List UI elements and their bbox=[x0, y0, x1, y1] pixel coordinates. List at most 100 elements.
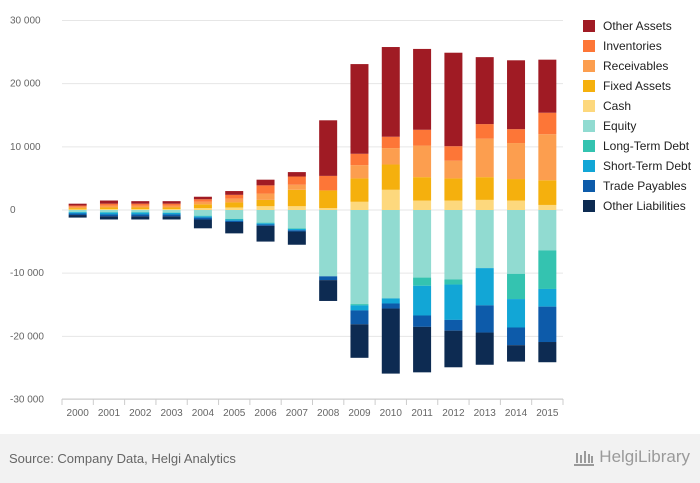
bar-segment bbox=[538, 210, 557, 251]
bar-segment bbox=[475, 57, 494, 125]
bar-segment bbox=[538, 204, 557, 210]
bar-segment bbox=[287, 184, 306, 190]
bar-segment bbox=[256, 222, 275, 224]
bar-segment bbox=[319, 175, 338, 191]
bar-segment bbox=[131, 207, 150, 210]
bar-segment bbox=[193, 219, 212, 229]
bar-segment bbox=[193, 204, 212, 209]
y-tick-label: -10 000 bbox=[10, 268, 44, 279]
y-tick-label: 10 000 bbox=[10, 142, 41, 153]
bar-segment bbox=[538, 59, 557, 113]
x-tick-label: 2013 bbox=[474, 408, 497, 419]
bar-segment bbox=[131, 214, 150, 217]
x-tick-label: 2002 bbox=[129, 408, 152, 419]
legend-swatch bbox=[583, 200, 595, 212]
bar-segment bbox=[507, 273, 526, 300]
bar-segment bbox=[256, 199, 275, 207]
legend-label: Long-Term Debt bbox=[603, 139, 690, 153]
bar-segment bbox=[225, 198, 244, 203]
bar-segment bbox=[131, 201, 150, 204]
bar-segment bbox=[350, 165, 369, 179]
bar-segment bbox=[413, 315, 432, 327]
legend-item[interactable]: Trade Payables bbox=[583, 176, 697, 196]
bar-segment bbox=[99, 210, 118, 213]
bar-segment bbox=[381, 136, 400, 149]
bar-segment bbox=[444, 284, 463, 320]
bar-segment bbox=[162, 214, 181, 217]
bar-segment bbox=[256, 185, 275, 194]
bar-segment bbox=[162, 205, 181, 208]
legend-item[interactable]: Inventories bbox=[583, 36, 697, 56]
bar-segment bbox=[256, 224, 275, 226]
bar-segment bbox=[475, 124, 494, 139]
legend-swatch bbox=[583, 60, 595, 72]
bar-segment bbox=[68, 215, 87, 218]
bar-segment bbox=[444, 330, 463, 368]
bar-segment bbox=[256, 225, 275, 242]
legend-item[interactable]: Fixed Assets bbox=[583, 76, 697, 96]
bar-segment bbox=[319, 208, 338, 210]
helgi-library-logo[interactable]: HelgiLibrary bbox=[573, 447, 690, 467]
bar-segment bbox=[256, 179, 275, 186]
bar-segment bbox=[381, 148, 400, 165]
bar-segment bbox=[287, 228, 306, 229]
bar-segment bbox=[475, 332, 494, 365]
stacked-bar-chart: 30 000 20 000 10 000 0 -10 000 -20 000 -30 000… bbox=[10, 16, 564, 419]
bar-segment bbox=[131, 203, 150, 206]
legend-item[interactable]: Cash bbox=[583, 96, 697, 116]
y-tick-label: 30 000 bbox=[10, 16, 41, 27]
bar-segment bbox=[538, 180, 557, 205]
legend-label: Other Liabilities bbox=[603, 199, 686, 213]
bar-segment bbox=[193, 216, 212, 218]
bar-segment bbox=[350, 324, 369, 358]
legend-item[interactable]: Other Liabilities bbox=[583, 196, 697, 216]
legend-item[interactable]: Other Assets bbox=[583, 16, 697, 36]
bar-segment bbox=[225, 202, 244, 208]
bar-segment bbox=[381, 308, 400, 374]
bar-segment bbox=[287, 210, 306, 229]
bar-segment bbox=[193, 196, 212, 200]
bar-segment bbox=[68, 208, 87, 210]
bar-segment bbox=[68, 206, 87, 209]
bar-segment bbox=[225, 191, 244, 195]
x-tick-label: 2006 bbox=[254, 408, 277, 419]
bar-segment bbox=[131, 209, 150, 210]
bar-segment bbox=[68, 209, 87, 210]
legend-label: Fixed Assets bbox=[603, 79, 672, 93]
bar-segment bbox=[350, 178, 369, 202]
legend-label: Other Assets bbox=[603, 19, 672, 33]
bar-segment bbox=[444, 210, 463, 280]
bar-segment bbox=[475, 138, 494, 178]
x-tick-label: 2009 bbox=[348, 408, 371, 419]
legend-swatch bbox=[583, 180, 595, 192]
legend-item[interactable]: Short-Term Debt bbox=[583, 156, 697, 176]
bar-segment bbox=[444, 146, 463, 161]
bar-segment bbox=[319, 210, 338, 277]
legend-item[interactable]: Equity bbox=[583, 116, 697, 136]
bar-segment bbox=[68, 213, 87, 216]
bar-segment bbox=[413, 145, 432, 178]
bar-segment bbox=[193, 210, 212, 216]
bar-segment bbox=[538, 288, 557, 307]
bar-segment bbox=[413, 48, 432, 130]
y-axis-ticks: 30 000 20 000 10 000 0 -10 000 -20 000 -30 000 bbox=[10, 16, 44, 406]
legend-swatch bbox=[583, 40, 595, 52]
x-tick-label: 2008 bbox=[317, 408, 340, 419]
legend-item[interactable]: Long-Term Debt bbox=[583, 136, 697, 156]
x-tick-label: 2005 bbox=[223, 408, 246, 419]
x-tick-label: 2007 bbox=[286, 408, 309, 419]
legend-swatch bbox=[583, 160, 595, 172]
bar-segment bbox=[507, 129, 526, 144]
bar-segment bbox=[413, 285, 432, 316]
bar-segment bbox=[99, 205, 118, 208]
legend-item[interactable]: Receivables bbox=[583, 56, 697, 76]
bar-segment bbox=[225, 222, 244, 234]
bar-segment bbox=[507, 299, 526, 328]
bar-segment bbox=[381, 210, 400, 299]
bar-segment bbox=[225, 207, 244, 210]
bar-segment bbox=[413, 177, 432, 201]
x-tick-label: 2011 bbox=[411, 408, 433, 419]
bar-segment bbox=[287, 230, 306, 232]
bar-segment bbox=[225, 194, 244, 199]
bar-segment bbox=[413, 326, 432, 373]
